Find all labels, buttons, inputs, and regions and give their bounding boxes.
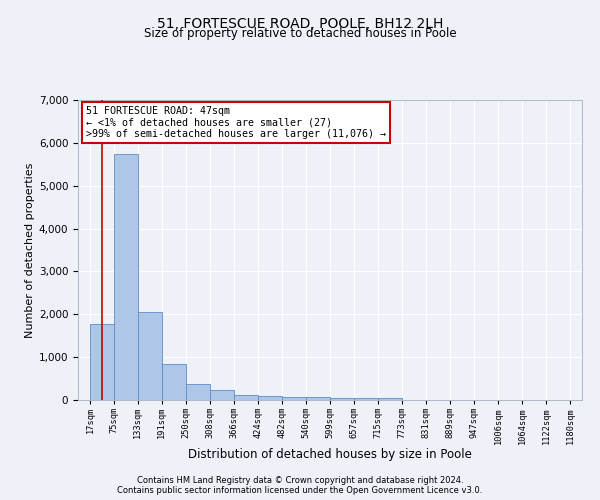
- Text: Contains HM Land Registry data © Crown copyright and database right 2024.: Contains HM Land Registry data © Crown c…: [137, 476, 463, 485]
- Text: Contains public sector information licensed under the Open Government Licence v3: Contains public sector information licen…: [118, 486, 482, 495]
- Bar: [114, 154, 138, 400]
- Bar: [378, 398, 402, 400]
- Y-axis label: Number of detached properties: Number of detached properties: [25, 162, 35, 338]
- Bar: [138, 312, 161, 400]
- Bar: [210, 390, 234, 400]
- Bar: [331, 398, 354, 400]
- Bar: [354, 398, 378, 400]
- Bar: [186, 384, 210, 400]
- Bar: [282, 397, 306, 400]
- Bar: [306, 398, 329, 400]
- Bar: [90, 324, 114, 400]
- Text: Size of property relative to detached houses in Poole: Size of property relative to detached ho…: [143, 28, 457, 40]
- Bar: [258, 396, 282, 400]
- X-axis label: Distribution of detached houses by size in Poole: Distribution of detached houses by size …: [188, 448, 472, 461]
- Bar: [162, 364, 185, 400]
- Bar: [234, 396, 258, 400]
- Text: 51, FORTESCUE ROAD, POOLE, BH12 2LH: 51, FORTESCUE ROAD, POOLE, BH12 2LH: [157, 18, 443, 32]
- Text: 51 FORTESCUE ROAD: 47sqm
← <1% of detached houses are smaller (27)
>99% of semi-: 51 FORTESCUE ROAD: 47sqm ← <1% of detach…: [86, 106, 386, 139]
